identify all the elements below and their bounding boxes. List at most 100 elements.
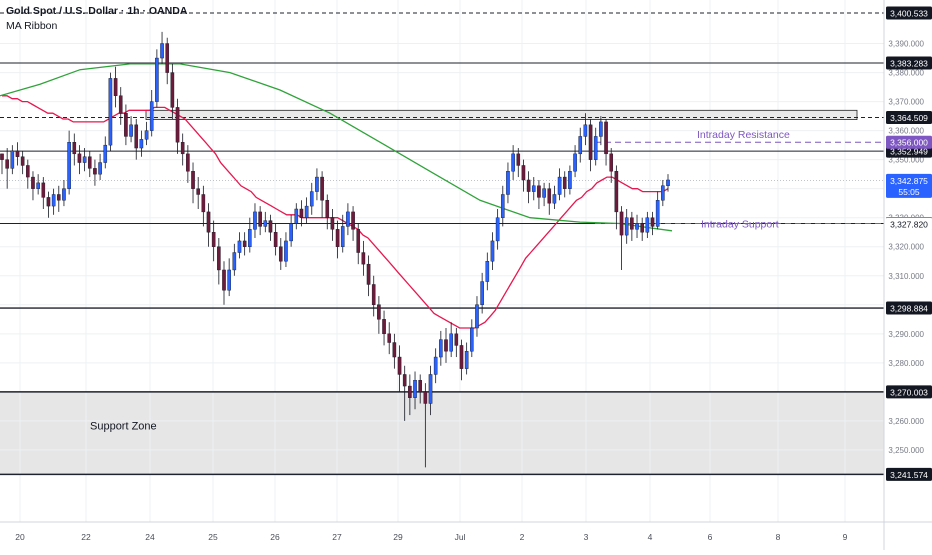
candle-body bbox=[630, 217, 634, 230]
candle-body bbox=[72, 142, 77, 155]
intraday-support-label: Intraday Support bbox=[701, 219, 779, 231]
candle-body bbox=[547, 188, 552, 204]
candle-body bbox=[325, 200, 330, 218]
candle-body bbox=[413, 380, 417, 398]
candle-body bbox=[41, 182, 46, 198]
symbol-title: Gold Spot / U.S. Dollar · 1h · OANDA bbox=[6, 5, 188, 17]
support-zone-label: Support Zone bbox=[90, 421, 157, 433]
y-tick-label: 3,280.000 bbox=[888, 359, 924, 368]
y-tick-label: 3,370.000 bbox=[888, 98, 924, 107]
candle-body bbox=[619, 211, 624, 236]
x-tick-label: 26 bbox=[270, 532, 280, 542]
candle-body bbox=[242, 240, 247, 247]
y-tick-label: 3,250.000 bbox=[888, 446, 924, 455]
last-price-label: 3,342.875 bbox=[890, 176, 928, 186]
candle-body bbox=[666, 179, 670, 186]
x-tick-label: Jul bbox=[455, 532, 466, 542]
candle-body bbox=[495, 217, 500, 242]
candle-body bbox=[289, 223, 293, 242]
candle-body bbox=[655, 200, 660, 227]
x-tick-label: 25 bbox=[208, 532, 218, 542]
candle-body bbox=[583, 124, 588, 137]
candle-body bbox=[433, 356, 438, 375]
candle-body bbox=[0, 153, 4, 160]
candle-body bbox=[170, 72, 175, 108]
candle-body bbox=[604, 121, 608, 155]
candle-body bbox=[180, 142, 185, 155]
price-level-label: 3,241.574 bbox=[890, 470, 928, 480]
y-tick-label: 3,390.000 bbox=[888, 40, 924, 49]
x-tick-label: 9 bbox=[843, 532, 848, 542]
price-level-label: 3,270.003 bbox=[890, 387, 928, 397]
candle-body bbox=[232, 252, 237, 271]
candle-body bbox=[5, 159, 9, 169]
price-level-label-bg bbox=[886, 6, 932, 20]
candle-body bbox=[330, 217, 335, 230]
candle-body bbox=[248, 229, 252, 247]
candle-body bbox=[222, 269, 226, 291]
candle-body bbox=[160, 43, 164, 59]
candle-body bbox=[315, 176, 319, 192]
candle-body bbox=[108, 78, 113, 146]
candle-body bbox=[46, 197, 51, 207]
candle-body bbox=[661, 185, 665, 201]
price-level-label-bg bbox=[886, 111, 932, 125]
candle-body bbox=[408, 385, 412, 398]
resistance-box bbox=[145, 109, 858, 120]
candle-body bbox=[31, 176, 35, 189]
candle-body bbox=[361, 252, 366, 265]
candle-body bbox=[36, 182, 40, 189]
price-level-label-bg bbox=[886, 301, 932, 315]
x-tick-label: 20 bbox=[15, 532, 25, 542]
candle-body bbox=[98, 162, 102, 175]
price-level-label: 3,383.283 bbox=[890, 59, 928, 69]
candle-body bbox=[335, 229, 340, 247]
candle-body bbox=[15, 150, 20, 157]
x-tick-label: 27 bbox=[332, 532, 342, 542]
candle-body bbox=[418, 380, 422, 393]
candle-body bbox=[67, 142, 71, 189]
candle-body bbox=[278, 246, 283, 262]
candle-body bbox=[20, 156, 25, 166]
candle-body bbox=[191, 171, 195, 189]
ma-fast-line bbox=[2, 95, 669, 329]
x-tick-label: 24 bbox=[145, 532, 155, 542]
indicator-label[interactable]: MA Ribbon bbox=[6, 20, 58, 32]
candle-body bbox=[51, 194, 56, 207]
candle-body bbox=[475, 304, 479, 329]
price-level-label: 3,400.533 bbox=[890, 8, 928, 18]
candle-body bbox=[490, 240, 495, 262]
candle-body bbox=[526, 179, 531, 192]
candle-body bbox=[537, 185, 541, 198]
candle-body bbox=[439, 339, 443, 358]
candle-body bbox=[371, 284, 376, 305]
candle-body bbox=[26, 165, 30, 178]
x-tick-label: 22 bbox=[81, 532, 91, 542]
candle-body bbox=[562, 176, 567, 189]
candle-body bbox=[402, 374, 407, 387]
support-zone-rect bbox=[0, 391, 884, 475]
candle-body bbox=[593, 136, 598, 160]
candle-body bbox=[531, 185, 536, 192]
candle-body bbox=[237, 240, 242, 253]
candle-body bbox=[155, 57, 159, 102]
candle-body bbox=[103, 144, 108, 163]
last-price-label-countdown: 55:05 bbox=[898, 187, 920, 197]
candle-body bbox=[87, 156, 92, 169]
candle-body bbox=[366, 263, 371, 285]
candle-body bbox=[568, 171, 572, 189]
candle-body bbox=[573, 153, 577, 172]
candle-body bbox=[423, 391, 428, 404]
chart-header: Gold Spot / U.S. Dollar · 1h · OANDA MA … bbox=[6, 5, 187, 32]
y-tick-label: 3,260.000 bbox=[888, 417, 924, 426]
candle-body bbox=[294, 208, 299, 224]
close-price-label: 3,327.820 bbox=[890, 220, 928, 230]
close-price-label-bg bbox=[886, 217, 932, 231]
y-tick-label: 3,290.000 bbox=[888, 330, 924, 339]
candle-body bbox=[397, 356, 402, 375]
candle-body bbox=[113, 78, 118, 96]
candle-body bbox=[165, 43, 170, 73]
candle-body bbox=[206, 211, 211, 233]
candle-body bbox=[309, 191, 314, 207]
